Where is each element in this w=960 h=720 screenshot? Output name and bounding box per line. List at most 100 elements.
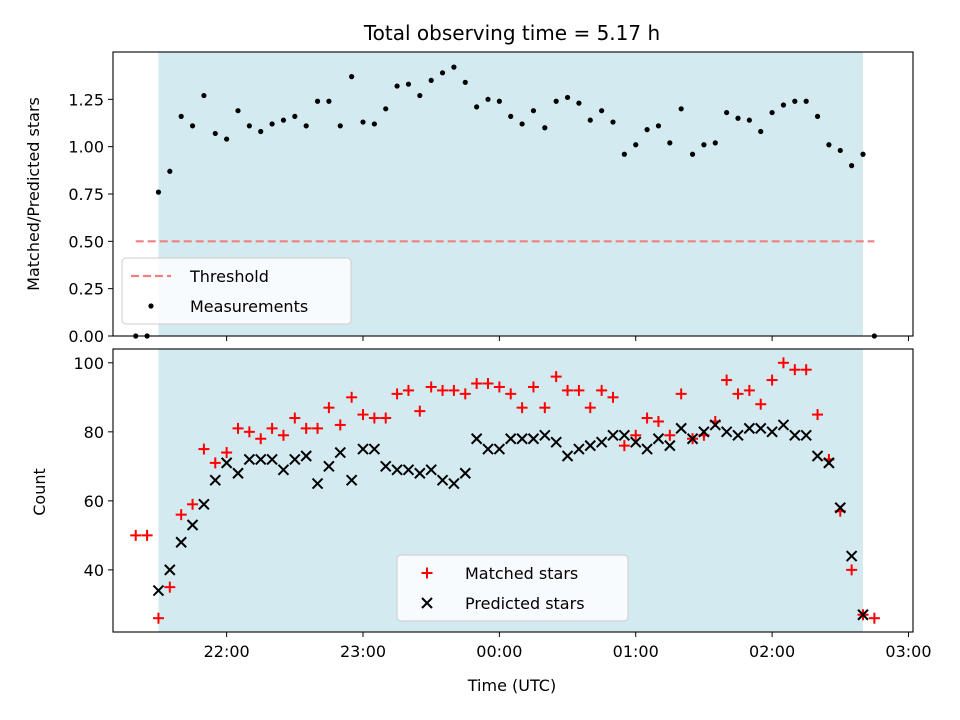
measurements-point xyxy=(349,74,355,80)
predicted-stars-point xyxy=(516,433,528,445)
matched-stars-point xyxy=(505,388,517,400)
measurements-point xyxy=(678,106,684,112)
legend-matched-label: Matched stars xyxy=(465,564,578,583)
predicted-stars-point xyxy=(766,426,778,438)
predicted-stars-point xyxy=(266,453,278,466)
measurements-point xyxy=(417,92,423,99)
matched-stars-point xyxy=(232,422,244,434)
matched-stars-point xyxy=(732,388,744,400)
measurements-point xyxy=(167,168,173,174)
matched-stars-point xyxy=(243,426,255,438)
predicted-stars-point xyxy=(686,433,699,445)
measurements-point xyxy=(485,96,491,102)
matched-stars-point xyxy=(755,398,767,410)
bottom-axes-frame xyxy=(112,348,914,633)
measurements-point xyxy=(439,70,446,76)
predicted-stars-point xyxy=(652,433,665,445)
matched-stars-point xyxy=(584,402,596,414)
matched-stars-point xyxy=(459,388,471,400)
matched-stars-point xyxy=(527,381,539,393)
predicted-stars-point xyxy=(448,477,460,490)
measurements-point xyxy=(655,123,662,129)
measurements-point xyxy=(564,94,571,101)
matched-stars-point xyxy=(255,433,267,445)
predicted-stars-point xyxy=(436,474,449,486)
bottom-series xyxy=(130,357,880,624)
top-y-tick-label: 1.25 xyxy=(68,90,104,109)
matched-stars-point xyxy=(789,364,801,376)
top-y-tick-label: 0.00 xyxy=(68,327,104,346)
predicted-stars-point xyxy=(845,550,858,562)
legend-predicted-label: Predicted stars xyxy=(465,594,585,613)
predicted-stars-point xyxy=(789,429,801,441)
top-y-tick-label: 0.50 xyxy=(68,232,104,251)
measurements-point xyxy=(587,117,593,123)
matched-stars-point xyxy=(516,402,528,414)
matched-stars-point xyxy=(300,422,312,434)
legend-threshold-label: Threshold xyxy=(189,267,269,286)
measurements-point xyxy=(155,189,162,195)
measurements-point xyxy=(769,109,775,116)
measurements-point xyxy=(383,106,389,112)
matched-stars-point xyxy=(471,378,483,390)
predicted-stars-point xyxy=(255,453,267,466)
matched-stars-point xyxy=(312,422,324,434)
measurements-point xyxy=(530,108,537,114)
matched-stars-point xyxy=(743,384,755,396)
matched-stars-point xyxy=(573,384,585,396)
matched-stars-point xyxy=(652,415,664,427)
predicted-stars-point xyxy=(664,439,676,452)
predicted-stars-point xyxy=(630,436,642,448)
matched-stars-point xyxy=(437,384,449,396)
predicted-stars-point xyxy=(323,460,335,473)
measurements-point xyxy=(314,98,321,104)
predicted-stars-point xyxy=(595,436,608,448)
measurements-point xyxy=(849,163,855,169)
measurements-point xyxy=(303,123,309,129)
matched-stars-point xyxy=(152,612,164,624)
predicted-stars-point xyxy=(289,453,301,466)
predicted-stars-point xyxy=(811,450,824,462)
measurements-point xyxy=(451,64,457,70)
measurements-point xyxy=(371,121,377,127)
matched-stars-point xyxy=(721,374,733,386)
matched-stars-point xyxy=(800,364,812,376)
matched-stars-point xyxy=(493,381,505,393)
legend-measurements-swatch xyxy=(148,303,154,309)
predicted-stars-point xyxy=(607,429,619,441)
bottom-y-tick-label: 80 xyxy=(84,423,104,442)
bottom-y-tick-label: 40 xyxy=(84,561,104,580)
top-series xyxy=(133,64,877,339)
measurements-point xyxy=(462,79,468,85)
matched-stars-point xyxy=(846,564,858,576)
predicted-stars-point xyxy=(743,422,756,435)
bottom-y-tick-label: 60 xyxy=(84,492,104,511)
measurements-point xyxy=(780,102,787,108)
measurements-point xyxy=(508,113,514,119)
matched-stars-point xyxy=(391,388,403,400)
measurements-point xyxy=(519,121,525,127)
top-y-tick-label: 1.00 xyxy=(68,138,104,157)
bottom-x-tick-label: 23:00 xyxy=(340,642,386,661)
predicted-stars-point xyxy=(209,474,221,486)
matched-stars-point xyxy=(289,412,301,424)
predicted-stars-point xyxy=(573,443,585,455)
measurements-point xyxy=(360,119,366,125)
predicted-stars-point xyxy=(800,429,812,441)
predicted-stars-point xyxy=(459,467,471,479)
measurements-point xyxy=(258,128,264,135)
predicted-stars-point xyxy=(561,450,574,462)
measurements-point xyxy=(712,140,718,146)
predicted-stars-point xyxy=(675,422,687,435)
measurements-point xyxy=(280,117,287,123)
matched-stars-point xyxy=(402,384,414,396)
bottom-x-tick-label: 01:00 xyxy=(613,642,659,661)
measurements-point xyxy=(189,123,196,129)
chart-title: Total observing time = 5.17 h xyxy=(363,21,660,45)
measurements-point xyxy=(337,123,343,129)
matched-stars-point xyxy=(175,509,187,521)
measurements-point xyxy=(803,98,809,104)
bottom-x-tick-label: 02:00 xyxy=(749,642,795,661)
bottom-y-tick-label: 100 xyxy=(73,354,104,373)
matched-stars-point xyxy=(266,422,278,434)
